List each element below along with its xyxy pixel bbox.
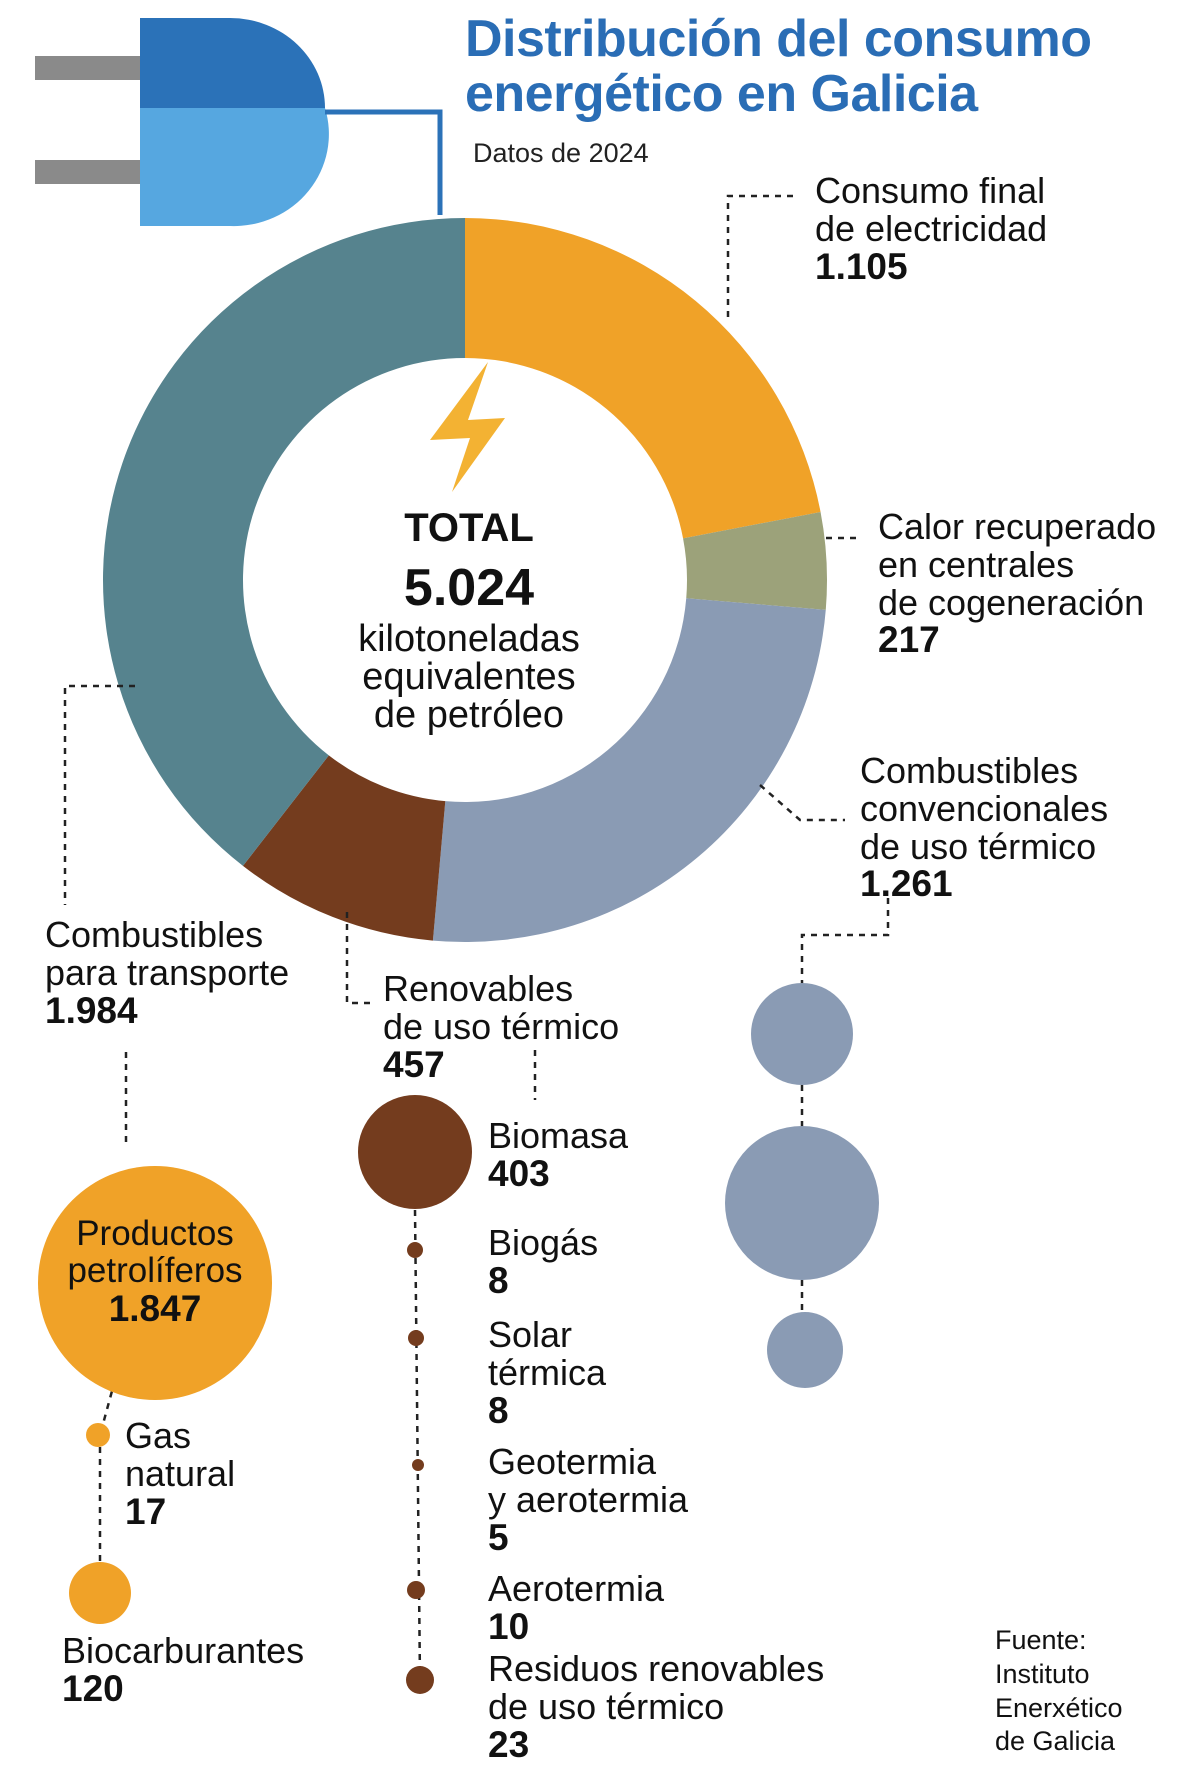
label-gas-natural-value: 17 [125, 1490, 167, 1532]
label-geotermia-value: 5 [488, 1516, 509, 1558]
label-transport-value: 1.984 [45, 989, 138, 1031]
label-residuos-name: Residuos renovables de uso térmico [488, 1648, 825, 1727]
bubble-gas-natural [86, 1423, 110, 1447]
slice-thermal-conventional [432, 598, 826, 942]
label-productos-petroliferos: Productos petrolíferos 1.847 [25, 1214, 285, 1329]
title-line-2: energético en Galicia [465, 64, 978, 123]
bubble-biocarburantes [69, 1562, 131, 1624]
bubbles [38, 983, 879, 1694]
label-biocarburantes: Biocarburantes 120 [62, 1632, 304, 1709]
center-total-label: TOTAL [404, 506, 534, 550]
label-cogeneration-name: Calor recuperado en centrales de cogener… [878, 506, 1157, 623]
label-productos-petroliferos-name: Productos petrolíferos [67, 1214, 243, 1290]
label-aerotermia: Aerotermia 10 [488, 1570, 664, 1647]
label-electricity-name: Consumo final de electricidad [815, 170, 1048, 249]
leader-electricity [726, 194, 795, 317]
bubble-geotermia [412, 1459, 424, 1471]
bubble-solar-termica [408, 1330, 424, 1346]
label-residuos-value: 23 [488, 1723, 530, 1765]
bubble-aerotermia [407, 1581, 425, 1599]
bubble-productos-petroliferos [38, 1166, 272, 1400]
label-biogas-name: Biogás [488, 1222, 599, 1263]
label-aerotermia-value: 10 [488, 1605, 530, 1647]
label-cogeneration-value: 217 [878, 619, 940, 661]
label-biocarburantes-value: 120 [62, 1667, 124, 1709]
label-biomasa-name: Biomasa [488, 1115, 629, 1156]
chart-subtitle: Datos de 2024 [473, 138, 649, 168]
bubble-biogas [407, 1242, 423, 1258]
plug-icon [35, 18, 443, 227]
label-solar-termica-value: 8 [488, 1389, 509, 1431]
label-renewable-name: Renovables de uso térmico [383, 968, 620, 1047]
center-unit: kilotoneladas equivalentes de petróleo [358, 618, 580, 736]
bubble-biomasa [358, 1095, 472, 1209]
leader-biomass-chain [413, 1209, 422, 1681]
donut-chart [102, 218, 827, 942]
label-biomasa: Biomasa 403 [488, 1117, 628, 1194]
center-total-value: 5.024 [403, 559, 535, 617]
lightning-bolt-icon [430, 362, 505, 492]
label-geotermia-name: Geotermia y aerotermia [488, 1441, 689, 1520]
bubble-conventional-1 [751, 983, 853, 1085]
label-solar-termica: Solar térmica 8 [488, 1316, 606, 1430]
label-thermal-conventional-value: 1.261 [860, 863, 953, 905]
label-solar-termica-name: Solar térmica [488, 1314, 607, 1393]
label-biocarburantes-name: Biocarburantes [62, 1630, 305, 1671]
slice-cogeneration [683, 512, 827, 610]
leader-petro-gas [98, 1379, 117, 1436]
label-aerotermia-name: Aerotermia [488, 1568, 665, 1609]
slice-transport [102, 218, 465, 866]
bubble-conventional-2 [725, 1126, 879, 1280]
label-transport-name: Combustibles para transporte [45, 914, 290, 993]
label-cogeneration: Calor recuperado en centrales de cogener… [878, 508, 1156, 660]
leader-lines [63, 194, 890, 1681]
label-biogas: Biogás 8 [488, 1224, 598, 1301]
leader-thermal-conventional [759, 784, 845, 822]
bubble-conventional-3 [767, 1312, 843, 1388]
label-thermal-conventional: Combustibles convencionales de uso térmi… [860, 752, 1108, 904]
label-thermal-conventional-name: Combustibles convencionales de uso térmi… [860, 750, 1109, 867]
bubble-residuos [406, 1666, 434, 1694]
title-line-1: Distribución del consumo [465, 10, 1092, 68]
slice-renewable-thermal [242, 755, 446, 941]
label-residuos: Residuos renovables de uso térmico 23 [488, 1650, 824, 1764]
source-note: Fuente: Instituto Enerxético de Galicia [995, 1625, 1123, 1757]
label-renewable: Renovables de uso térmico 457 [383, 970, 619, 1084]
label-transport: Combustibles para transporte 1.984 [45, 916, 289, 1030]
label-renewable-value: 457 [383, 1043, 445, 1085]
leader-conventional-down [800, 898, 890, 985]
label-biogas-value: 8 [488, 1259, 509, 1301]
label-productos-petroliferos-value: 1.847 [108, 1287, 202, 1329]
label-gas-natural: Gas natural 17 [125, 1417, 235, 1531]
label-electricity-value: 1.105 [815, 245, 908, 287]
label-geotermia: Geotermia y aerotermia 5 [488, 1443, 688, 1557]
leader-transport [63, 684, 135, 905]
slice-electricity [465, 218, 821, 539]
chart-title: Distribución del consumo energético en G… [465, 12, 1200, 121]
label-electricity: Consumo final de electricidad 1.105 [815, 172, 1047, 286]
label-gas-natural-name: Gas natural [125, 1415, 236, 1494]
label-biomasa-value: 403 [488, 1152, 550, 1194]
